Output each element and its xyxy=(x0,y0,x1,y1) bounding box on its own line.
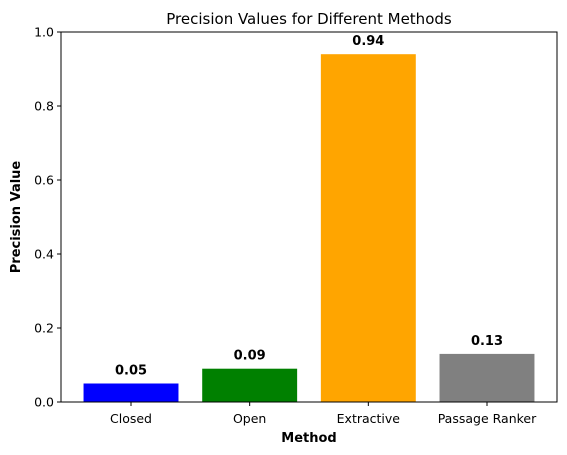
chart-title: Precision Values for Different Methods xyxy=(166,10,452,28)
bar-passage-ranker xyxy=(439,353,535,402)
plot-frame xyxy=(60,31,558,403)
data-label-closed: 0.05 xyxy=(115,364,147,379)
y-tick-label: 1.0 xyxy=(34,25,54,40)
x-tick-label: Passage Ranker xyxy=(438,411,537,426)
data-labels-group: 0.05 0.09 0.94 0.13 xyxy=(115,34,503,378)
bar-closed xyxy=(83,383,179,402)
x-axis-ticks: Closed Open Extractive Passage Ranker xyxy=(110,402,537,426)
y-axis-label: Precision Value xyxy=(9,161,24,274)
y-tick-label: 0.8 xyxy=(34,99,54,114)
y-axis-ticks: 0.0 0.2 0.4 0.6 0.8 1.0 xyxy=(34,25,61,410)
y-tick-label: 0.6 xyxy=(34,173,54,188)
bars-group xyxy=(83,54,535,402)
y-tick-label: 0.4 xyxy=(34,247,54,262)
bar-extractive xyxy=(320,54,416,402)
data-label-passage-ranker: 0.13 xyxy=(471,334,503,349)
x-tick-label: Extractive xyxy=(337,411,401,426)
data-label-open: 0.09 xyxy=(234,349,266,364)
y-tick-label: 0.2 xyxy=(34,321,54,336)
x-axis-label: Method xyxy=(281,431,336,446)
data-label-extractive: 0.94 xyxy=(352,34,384,49)
x-tick-label: Open xyxy=(233,411,266,426)
bar-open xyxy=(202,368,298,402)
y-tick-label: 0.0 xyxy=(34,395,54,410)
x-tick-label: Closed xyxy=(110,411,152,426)
